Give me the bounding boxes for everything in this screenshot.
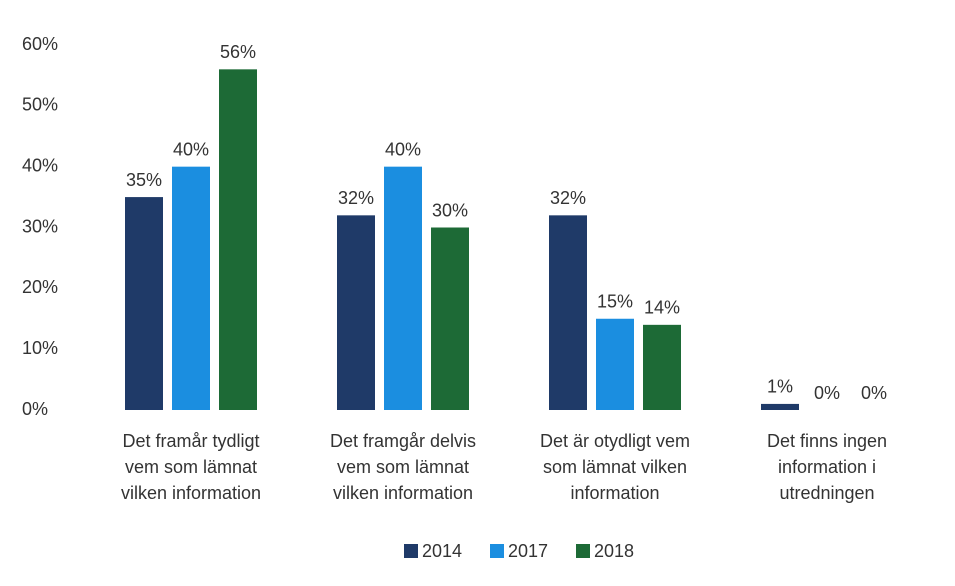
bar xyxy=(219,69,257,410)
bar xyxy=(384,166,422,410)
bar xyxy=(761,403,799,410)
bar xyxy=(549,215,587,410)
legend-swatch xyxy=(404,544,418,558)
data-label: 0% xyxy=(861,383,887,403)
bar xyxy=(337,215,375,410)
bar xyxy=(172,166,210,410)
y-tick-label: 30% xyxy=(22,216,58,236)
bar xyxy=(125,197,163,410)
data-label: 35% xyxy=(126,170,162,190)
data-label: 40% xyxy=(385,139,421,159)
x-tick-label: Det är otydligt vem som lämnat vilken info… xyxy=(540,431,690,503)
x-tick-label: Det finns ingen information i utredningen xyxy=(767,431,887,503)
data-label: 56% xyxy=(220,42,256,62)
legend-swatch xyxy=(490,544,504,558)
data-label: 14% xyxy=(644,298,680,318)
x-tick-label: Det framår tydligt vem som lämnat vilken i… xyxy=(121,431,261,503)
data-label: 30% xyxy=(432,200,468,220)
bar xyxy=(643,324,681,410)
data-label: 40% xyxy=(173,139,209,159)
legend-label: 2018 xyxy=(594,541,634,561)
bar xyxy=(431,227,469,410)
data-label: 0% xyxy=(814,383,840,403)
data-label: 15% xyxy=(597,292,633,312)
y-tick-label: 60% xyxy=(22,34,58,54)
y-tick-label: 10% xyxy=(22,338,58,358)
y-tick-label: 0% xyxy=(22,399,48,419)
data-label: 32% xyxy=(338,188,374,208)
bar xyxy=(596,318,634,410)
legend-swatch xyxy=(576,544,590,558)
legend-label: 2014 xyxy=(422,541,462,561)
data-label: 32% xyxy=(550,188,586,208)
y-tick-label: 40% xyxy=(22,155,58,175)
y-tick-label: 50% xyxy=(22,95,58,115)
x-tick-label: Det framgår delvis vem som lämnat vilken i… xyxy=(330,431,476,503)
data-label: 1% xyxy=(767,377,793,397)
legend-label: 2017 xyxy=(508,541,548,561)
y-tick-label: 20% xyxy=(22,277,58,297)
